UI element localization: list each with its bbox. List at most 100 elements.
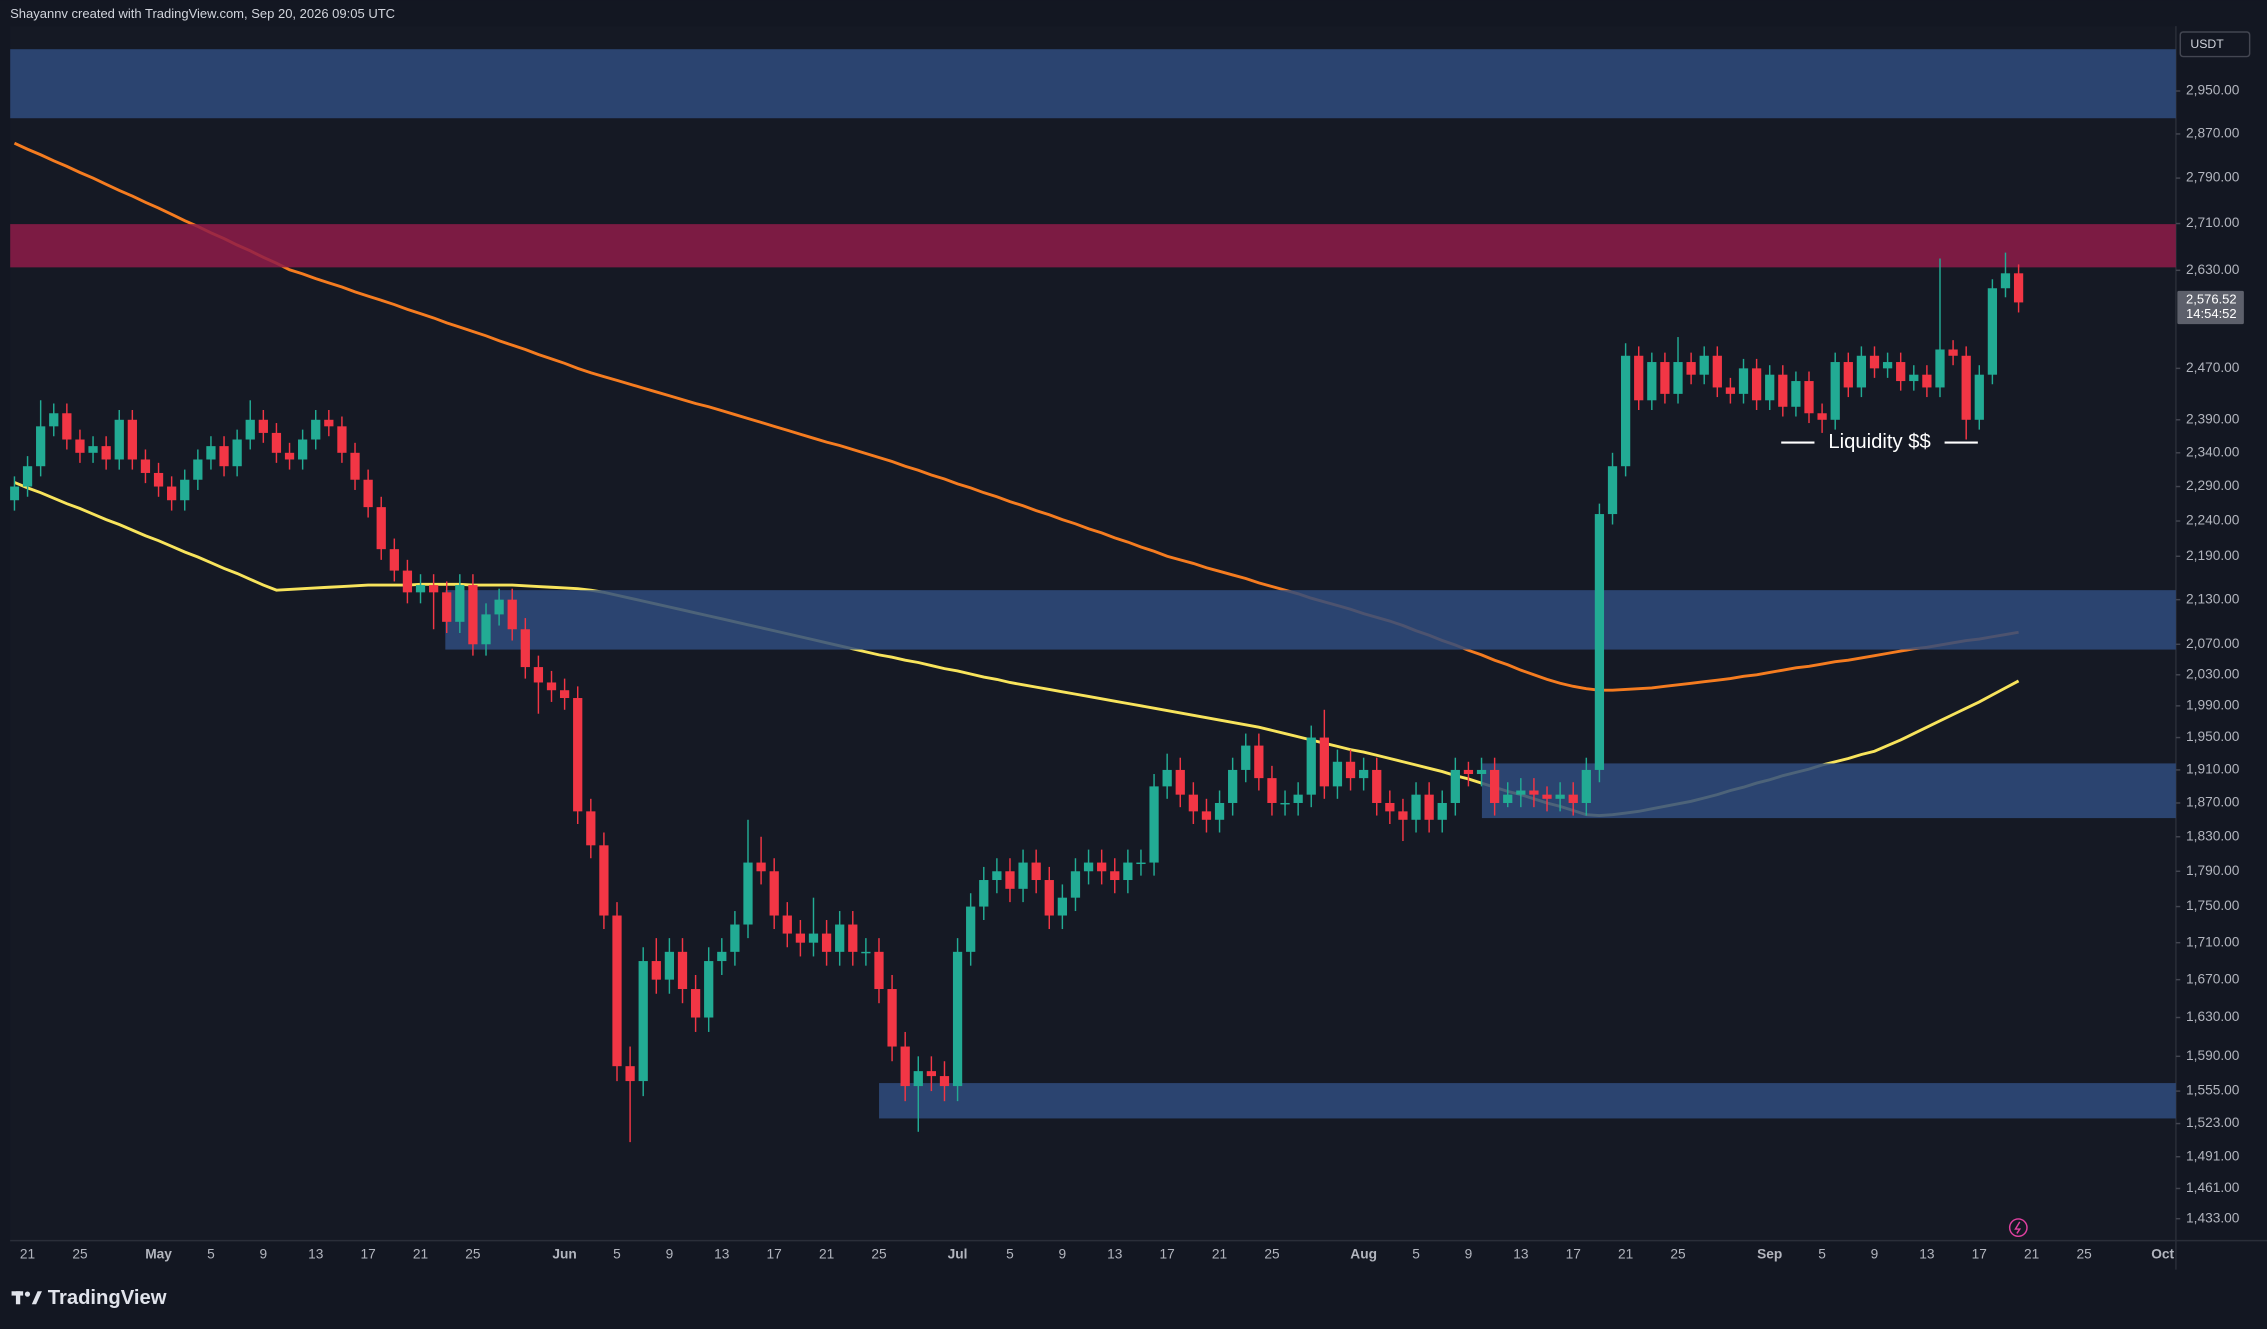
candle-body — [350, 452, 360, 480]
y-tick-label: 1,790.00 — [2186, 863, 2240, 878]
zone — [1481, 763, 2176, 819]
candle-body — [1267, 778, 1277, 803]
candle-body — [1765, 374, 1775, 401]
candle-body — [1319, 737, 1329, 787]
candle-body — [1804, 381, 1814, 414]
x-tick-label: 5 — [1006, 1247, 1014, 1262]
candle-body — [1607, 466, 1618, 515]
candle-body — [1961, 355, 1971, 420]
x-tick-label: 21 — [413, 1247, 428, 1262]
y-tick-label: 1,870.00 — [2186, 795, 2240, 810]
currency-box[interactable] — [2179, 31, 2251, 58]
candle-body — [664, 951, 675, 980]
alert-icon[interactable] — [2008, 1218, 2028, 1238]
x-tick-label: 17 — [1566, 1247, 1581, 1262]
candle-body — [1110, 871, 1120, 881]
y-tick-label: 2,790.00 — [2186, 170, 2240, 185]
candle-body — [730, 924, 740, 952]
candle-body — [1306, 737, 1316, 795]
y-tick-label: 1,590.00 — [2186, 1048, 2240, 1063]
candle-body — [1542, 794, 1552, 799]
candle-body — [1620, 355, 1631, 467]
candle-body — [966, 906, 976, 952]
candle-body — [690, 989, 701, 1018]
candle-body — [75, 439, 85, 453]
candle-body — [979, 880, 989, 907]
candle-body — [599, 845, 609, 916]
candle-body — [1293, 794, 1303, 803]
x-tick-label: Sep — [1757, 1247, 1782, 1262]
candle-body — [1935, 349, 1945, 388]
x-tick-label: Aug — [1350, 1247, 1377, 1262]
x-tick-label: 25 — [1670, 1247, 1686, 1262]
candle-body — [1778, 374, 1788, 407]
y-tick-label: 2,470.00 — [2186, 360, 2240, 375]
candle-body — [900, 1046, 910, 1087]
candle-body — [62, 413, 72, 440]
x-tick-label: 5 — [1412, 1247, 1420, 1262]
annotation: Liquidity $$ — [1828, 431, 1930, 453]
candle-body — [311, 419, 321, 440]
candle-body — [835, 924, 845, 952]
candle-body — [1830, 362, 1840, 420]
candle-body — [22, 466, 33, 487]
y-tick-label: 1,433.00 — [2186, 1210, 2240, 1225]
candle-body — [1372, 769, 1382, 803]
y-tick-label: 1,910.00 — [2186, 762, 2240, 777]
candle-body — [913, 1071, 923, 1087]
candle-body — [428, 585, 439, 593]
candle-body — [625, 1066, 635, 1082]
y-tick-label: 2,030.00 — [2186, 666, 2240, 681]
candle-body — [1751, 368, 1762, 401]
y-tick-label: 2,290.00 — [2186, 478, 2240, 493]
candle-body — [1254, 745, 1264, 779]
candle-body — [677, 951, 688, 990]
candle-body — [1869, 355, 1880, 369]
x-tick-label: 9 — [666, 1247, 674, 1262]
candle-body — [808, 933, 819, 943]
candle-body — [232, 439, 242, 467]
candle-body — [821, 933, 832, 952]
candle-body — [298, 439, 308, 460]
x-tick-label: May — [145, 1247, 172, 1262]
candle-body — [1594, 514, 1605, 770]
candle-body — [324, 419, 334, 427]
brand-logo — [11, 1291, 42, 1305]
y-tick-label: 1,630.00 — [2186, 1009, 2240, 1024]
candle-body — [546, 682, 557, 691]
candle-body — [219, 446, 229, 467]
moving-average — [13, 141, 2019, 692]
candle-body — [1476, 769, 1487, 775]
candle-body — [1188, 794, 1198, 812]
candle-body — [337, 426, 347, 453]
candle-body — [1097, 862, 1107, 872]
candle-body — [586, 811, 596, 846]
x-tick-label: 5 — [613, 1247, 621, 1262]
candle-body — [1712, 355, 1722, 388]
candle-body — [782, 915, 792, 934]
x-tick-label: 9 — [1465, 1247, 1473, 1262]
candle-body — [1896, 362, 1906, 382]
candle-body — [127, 419, 137, 460]
candle-body — [1162, 769, 1172, 787]
x-tick-label: 25 — [871, 1247, 887, 1262]
candle-body — [887, 989, 897, 1047]
price-label-box — [2177, 290, 2244, 325]
countdown: 14:54:52 — [2186, 306, 2237, 321]
candle-body — [1345, 761, 1356, 779]
y-tick-label: 1,555.00 — [2186, 1083, 2240, 1098]
candle-body — [1699, 355, 1709, 375]
candle-body — [1686, 362, 1696, 375]
x-tick-label: 25 — [465, 1247, 481, 1262]
x-tick-label: 17 — [1972, 1247, 1987, 1262]
candle-body — [1437, 802, 1447, 820]
candle-body — [533, 667, 544, 683]
candle-body — [861, 951, 871, 954]
candle-body — [769, 871, 779, 916]
candle-body — [1843, 362, 1853, 388]
candle-body — [481, 614, 491, 645]
candle-body — [1791, 381, 1801, 407]
x-tick-label: 9 — [260, 1247, 268, 1262]
header: Shayannv created with TradingView.com, S… — [10, 6, 395, 21]
